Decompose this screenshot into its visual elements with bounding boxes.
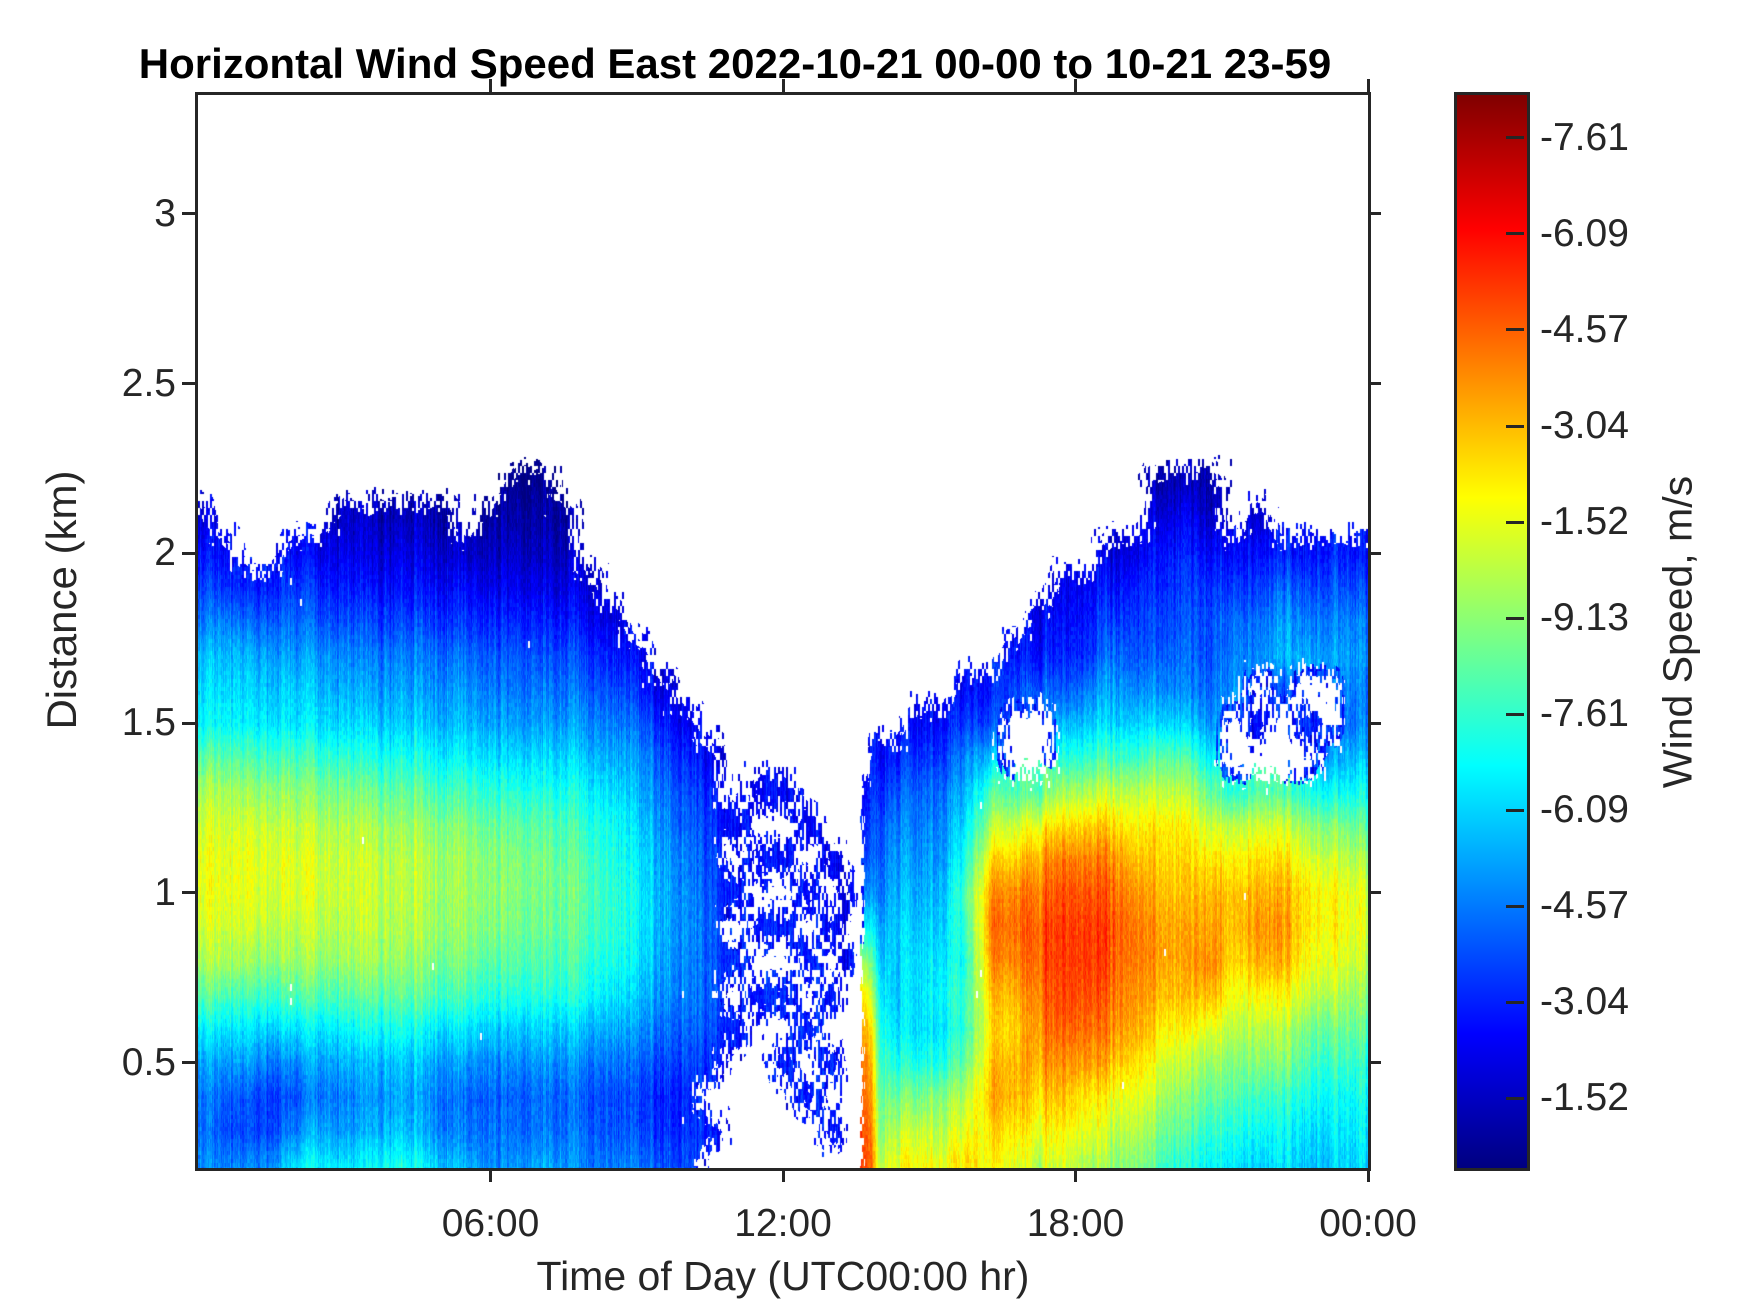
y-tick-mark-right [1368,551,1381,555]
y-tick-mark [182,1061,195,1065]
x-tick-mark-top [489,79,492,92]
colorbar-tick-mark [1506,1000,1524,1004]
x-tick-mark-top [781,79,785,92]
x-tick-mark [1366,1169,1370,1182]
colorbar-tick-mark [1506,424,1524,428]
y-axis-label: Distance (km) [38,470,85,730]
x-tick-mark [781,1169,785,1182]
colorbar-tick-mark [1506,712,1524,716]
colorbar-tick-mark [1506,616,1524,620]
colorbar-tick-label: -4.57 [1540,884,1629,928]
y-tick-label: 2 [154,531,176,575]
colorbar-tick-mark [1506,232,1524,236]
y-tick-label: 3 [154,191,176,235]
x-tick-mark [489,1169,492,1182]
y-tick-mark [182,382,195,386]
y-tick-mark [182,551,195,555]
x-tick-mark [1074,1169,1077,1182]
colorbar-tick-mark [1506,328,1524,332]
colorbar-tick-mark [1506,904,1524,908]
y-tick-mark-right [1368,212,1381,216]
colorbar-tick-label: -6.09 [1540,211,1629,255]
x-axis-label: Time of Day (UTC00:00 hr) [536,1253,1030,1299]
heatmap-canvas [198,95,1368,1168]
y-tick-mark-right [1368,1061,1381,1065]
colorbar-tick-label: -6.09 [1540,788,1629,832]
colorbar-tick-label: -1.52 [1540,500,1629,544]
x-tick-label: 12:00 [734,1202,832,1245]
y-tick-mark-right [1368,891,1381,895]
chart-title: Horizontal Wind Speed East 2022-10-21 00… [138,40,1332,87]
y-tick-mark [182,212,195,216]
colorbar-tick-label: -7.61 [1540,692,1629,736]
y-tick-label: 1 [154,870,176,914]
x-tick-mark-top [1366,79,1370,92]
y-tick-mark-right [1368,382,1381,386]
colorbar-tick-mark [1506,808,1524,812]
colorbar-tick-mark [1506,136,1524,140]
colorbar-tick-label: -3.04 [1540,980,1629,1024]
x-tick-label: 00:00 [1319,1202,1417,1245]
colorbar [1454,92,1530,1171]
x-tick-mark-top [1074,79,1077,92]
colorbar-tick-label: -3.04 [1540,404,1629,448]
colorbar-tick-mark [1506,520,1524,524]
y-tick-label: 2.5 [121,361,176,405]
colorbar-tick-label: -4.57 [1540,307,1629,351]
y-tick-label: 0.5 [121,1040,176,1084]
y-tick-label: 1.5 [121,701,176,745]
y-tick-mark-right [1368,721,1381,725]
colorbar-gradient [1457,95,1527,1168]
y-tick-mark [182,721,195,725]
x-tick-label: 18:00 [1026,1202,1125,1245]
colorbar-tick-label: -1.52 [1540,1076,1629,1120]
colorbar-tick-label: -9.13 [1540,596,1629,640]
x-tick-label: 06:00 [441,1202,540,1245]
colorbar-tick-label: -7.61 [1540,115,1629,159]
y-tick-mark [182,891,195,895]
colorbar-tick-mark [1506,1096,1524,1100]
